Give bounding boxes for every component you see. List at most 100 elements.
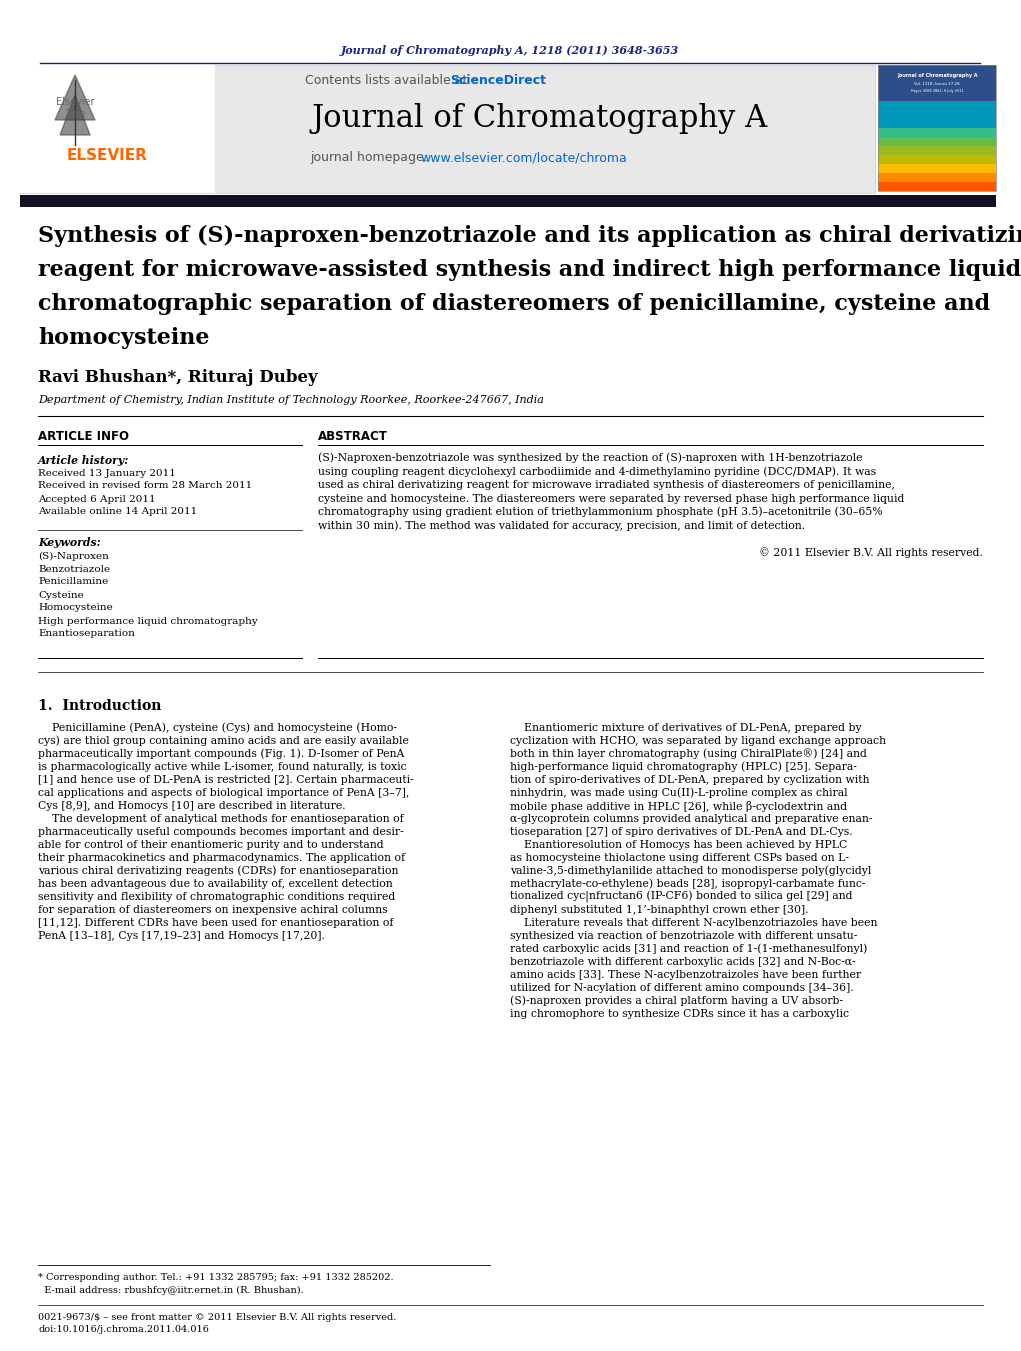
Bar xyxy=(878,109,996,119)
Text: Received 13 January 2011: Received 13 January 2011 xyxy=(38,469,176,477)
Bar xyxy=(878,65,996,73)
Bar xyxy=(878,128,996,136)
Text: able for control of their enantiomeric purity and to understand: able for control of their enantiomeric p… xyxy=(38,840,384,850)
Text: cal applications and aspects of biological importance of PenA [3–7],: cal applications and aspects of biologic… xyxy=(38,788,409,798)
Text: for separation of diastereomers on inexpensive achiral columns: for separation of diastereomers on inexp… xyxy=(38,905,388,915)
Text: various chiral derivatizing reagents (CDRs) for enantioseparation: various chiral derivatizing reagents (CD… xyxy=(38,866,398,877)
Text: Enantioresolution of Homocys has been achieved by HPLC: Enantioresolution of Homocys has been ac… xyxy=(510,840,847,850)
Text: used as chiral derivatizing reagent for microwave irradiated synthesis of diaste: used as chiral derivatizing reagent for … xyxy=(318,480,895,490)
Text: diphenyl substituted 1,1’-binaphthyl crown ether [30].: diphenyl substituted 1,1’-binaphthyl cro… xyxy=(510,905,809,915)
Text: cyclization with HCHO, was separated by ligand exchange approach: cyclization with HCHO, was separated by … xyxy=(510,736,886,746)
Bar xyxy=(878,74,996,82)
Text: cys) are thiol group containing amino acids and are easily available: cys) are thiol group containing amino ac… xyxy=(38,736,408,746)
Text: synthesized via reaction of benzotriazole with different unsatu-: synthesized via reaction of benzotriazol… xyxy=(510,931,858,942)
Text: within 30 min). The method was validated for accuracy, precision, and limit of d: within 30 min). The method was validated… xyxy=(318,520,806,531)
Text: [1] and hence use of DL-PenA is restricted [2]. Certain pharmaceuti-: [1] and hence use of DL-PenA is restrict… xyxy=(38,775,414,785)
Text: ing chromophore to synthesize CDRs since it has a carboxylic: ing chromophore to synthesize CDRs since… xyxy=(510,1009,849,1019)
Bar xyxy=(878,82,996,92)
Text: Article history:: Article history: xyxy=(38,454,130,466)
Text: (S)-naproxen provides a chiral platform having a UV absorb-: (S)-naproxen provides a chiral platform … xyxy=(510,996,843,1006)
Text: PenA [13–18], Cys [17,19–23] and Homocys [17,20].: PenA [13–18], Cys [17,19–23] and Homocys… xyxy=(38,931,325,942)
Text: 0021-9673/$ – see front matter © 2011 Elsevier B.V. All rights reserved.: 0021-9673/$ – see front matter © 2011 El… xyxy=(38,1313,396,1321)
Text: chromatography using gradient elution of triethylammonium phosphate (pH 3.5)–ace: chromatography using gradient elution of… xyxy=(318,507,882,517)
Text: benzotriazole with different carboxylic acids [32] and N-Boc-α-: benzotriazole with different carboxylic … xyxy=(510,957,856,967)
Text: Department of Chemistry, Indian Institute of Technology Roorkee, Roorkee-247667,: Department of Chemistry, Indian Institut… xyxy=(38,394,544,405)
Text: Penicillamine: Penicillamine xyxy=(38,577,108,586)
Text: Enantioseparation: Enantioseparation xyxy=(38,630,135,639)
Text: [11,12]. Different CDRs have been used for enantioseparation of: [11,12]. Different CDRs have been used f… xyxy=(38,917,393,928)
Text: both in thin layer chromatography (using ChiralPlate®) [24] and: both in thin layer chromatography (using… xyxy=(510,748,867,759)
Bar xyxy=(878,146,996,154)
Text: High performance liquid chromatography: High performance liquid chromatography xyxy=(38,616,257,626)
Text: The development of analytical methods for enantioseparation of: The development of analytical methods fo… xyxy=(38,815,403,824)
Bar xyxy=(20,65,875,193)
Text: has been advantageous due to availability of, excellent detection: has been advantageous due to availabilit… xyxy=(38,880,393,889)
Text: Contents lists available at: Contents lists available at xyxy=(305,73,472,86)
Text: Literature reveals that different N-acylbenzotriazoles have been: Literature reveals that different N-acyl… xyxy=(510,917,877,928)
Text: ScienceDirect: ScienceDirect xyxy=(450,73,546,86)
Bar xyxy=(878,136,996,146)
Text: Journal of Chromatography A, 1218 (2011) 3648-3653: Journal of Chromatography A, 1218 (2011)… xyxy=(341,45,679,55)
Text: tion of spiro-derivatives of DL-PenA, prepared by cyclization with: tion of spiro-derivatives of DL-PenA, pr… xyxy=(510,775,870,785)
Text: tioseparation [27] of spiro derivatives of DL-PenA and DL-Cys.: tioseparation [27] of spiro derivatives … xyxy=(510,827,853,838)
Text: Enantiomeric mixture of derivatives of DL-PenA, prepared by: Enantiomeric mixture of derivatives of D… xyxy=(510,723,862,734)
Polygon shape xyxy=(55,76,95,120)
Text: ELSEVIER: ELSEVIER xyxy=(66,147,147,162)
Text: E-mail address: rbushfcy@iitr.ernet.in (R. Bhushan).: E-mail address: rbushfcy@iitr.ernet.in (… xyxy=(38,1285,304,1294)
Text: utilized for N-acylation of different amino compounds [34–36].: utilized for N-acylation of different am… xyxy=(510,984,854,993)
Text: cysteine and homocysteine. The diastereomers were separated by reversed phase hi: cysteine and homocysteine. The diastereo… xyxy=(318,493,905,504)
Text: Vol. 1218, Issues 27-28: Vol. 1218, Issues 27-28 xyxy=(914,82,960,86)
Text: tionalized cyc|nfructan6 (IP-CF6) bonded to silica gel [29] and: tionalized cyc|nfructan6 (IP-CF6) bonded… xyxy=(510,890,853,902)
Text: Homocysteine: Homocysteine xyxy=(38,604,112,612)
Text: (S)-Naproxen-benzotriazole was synthesized by the reaction of (S)-naproxen with : (S)-Naproxen-benzotriazole was synthesiz… xyxy=(318,453,863,463)
Text: amino acids [33]. These N-acylbenzotraizoles have been further: amino acids [33]. These N-acylbenzotraiz… xyxy=(510,970,861,979)
Text: ARTICLE INFO: ARTICLE INFO xyxy=(38,431,129,443)
Text: Journal of Chromatography A: Journal of Chromatography A xyxy=(311,103,768,134)
Bar xyxy=(878,163,996,173)
Text: Cys [8,9], and Homocys [10] are described in literature.: Cys [8,9], and Homocys [10] are describe… xyxy=(38,801,346,811)
Text: is pharmacologically active while L-isomer, found naturally, is toxic: is pharmacologically active while L-isom… xyxy=(38,762,406,771)
Text: Ravi Bhushan*, Rituraj Dubey: Ravi Bhushan*, Rituraj Dubey xyxy=(38,370,318,386)
Text: rated carboxylic acids [31] and reaction of 1-(1-methanesulfonyl): rated carboxylic acids [31] and reaction… xyxy=(510,944,868,954)
Text: Penicillamine (PenA), cysteine (Cys) and homocysteine (Homo-: Penicillamine (PenA), cysteine (Cys) and… xyxy=(38,723,397,734)
Bar xyxy=(878,65,996,190)
Bar xyxy=(878,101,996,109)
Bar xyxy=(878,119,996,127)
Text: pharmaceutically useful compounds becomes important and desir-: pharmaceutically useful compounds become… xyxy=(38,827,403,838)
Bar xyxy=(878,92,996,100)
Polygon shape xyxy=(60,95,90,135)
Text: Elsevier
Tree: Elsevier Tree xyxy=(56,97,94,119)
Bar xyxy=(878,173,996,181)
Text: α-glycoprotein columns provided analytical and preparative enan-: α-glycoprotein columns provided analytic… xyxy=(510,815,873,824)
Text: 1.  Introduction: 1. Introduction xyxy=(38,698,161,713)
Text: Cysteine: Cysteine xyxy=(38,590,84,600)
Text: as homocysteine thiolactone using different CSPs based on L-: as homocysteine thiolactone using differ… xyxy=(510,852,849,863)
Text: ABSTRACT: ABSTRACT xyxy=(318,431,388,443)
Bar xyxy=(20,195,996,207)
Text: Pages 3589-3861, 8 July 2011: Pages 3589-3861, 8 July 2011 xyxy=(911,89,964,93)
Text: high-performance liquid chromatography (HPLC) [25]. Separa-: high-performance liquid chromatography (… xyxy=(510,762,857,773)
Text: reagent for microwave-assisted synthesis and indirect high performance liquid: reagent for microwave-assisted synthesis… xyxy=(38,259,1021,281)
Text: (S)-Naproxen: (S)-Naproxen xyxy=(38,551,109,561)
Text: methacrylate-co-ethylene) beads [28], isopropyl-carbamate func-: methacrylate-co-ethylene) beads [28], is… xyxy=(510,878,866,889)
Text: doi:10.1016/j.chroma.2011.04.016: doi:10.1016/j.chroma.2011.04.016 xyxy=(38,1325,209,1335)
Text: valine-3,5-dimethylanilide attached to monodisperse poly(glycidyl: valine-3,5-dimethylanilide attached to m… xyxy=(510,866,871,877)
Text: Available online 14 April 2011: Available online 14 April 2011 xyxy=(38,508,197,516)
Text: their pharmacokinetics and pharmacodynamics. The application of: their pharmacokinetics and pharmacodynam… xyxy=(38,852,405,863)
Text: Benzotriazole: Benzotriazole xyxy=(38,565,110,574)
Text: www.elsevier.com/locate/chroma: www.elsevier.com/locate/chroma xyxy=(420,151,627,165)
Text: * Corresponding author. Tel.: +91 1332 285795; fax: +91 1332 285202.: * Corresponding author. Tel.: +91 1332 2… xyxy=(38,1273,394,1282)
Bar xyxy=(878,155,996,163)
Text: sensitivity and flexibility of chromatographic conditions required: sensitivity and flexibility of chromatog… xyxy=(38,892,395,902)
Text: homocysteine: homocysteine xyxy=(38,327,209,349)
Text: using coupling reagent dicyclohexyl carbodiimide and 4-dimethylamino pyridine (D: using coupling reagent dicyclohexyl carb… xyxy=(318,466,876,477)
Text: Synthesis of (S)-naproxen-benzotriazole and its application as chiral derivatizi: Synthesis of (S)-naproxen-benzotriazole … xyxy=(38,226,1021,247)
Text: © 2011 Elsevier B.V. All rights reserved.: © 2011 Elsevier B.V. All rights reserved… xyxy=(760,547,983,558)
Text: Received in revised form 28 March 2011: Received in revised form 28 March 2011 xyxy=(38,481,252,490)
Bar xyxy=(20,65,215,193)
Text: pharmaceutically important compounds (Fig. 1). D-Isomer of PenA: pharmaceutically important compounds (Fi… xyxy=(38,748,404,759)
Text: ninhydrin, was made using Cu(II)-L-proline complex as chiral: ninhydrin, was made using Cu(II)-L-proli… xyxy=(510,788,847,798)
Text: Journal of Chromatography A: Journal of Chromatography A xyxy=(896,73,977,77)
Text: Keywords:: Keywords: xyxy=(38,538,101,549)
Bar xyxy=(878,182,996,190)
